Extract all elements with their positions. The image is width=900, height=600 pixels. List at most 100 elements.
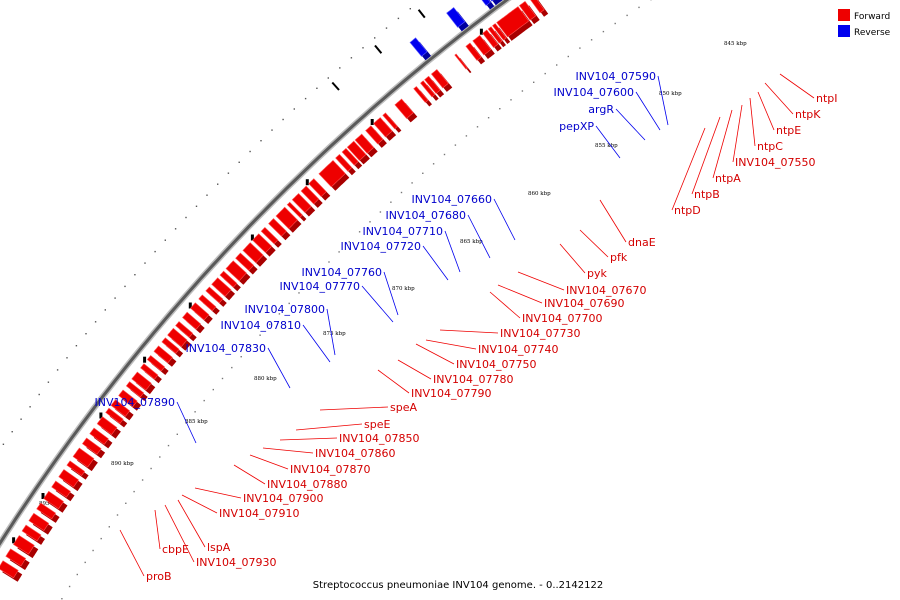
gene-label-inv104_07690[interactable]: INV104_07690 [544, 297, 625, 310]
forward-gene[interactable] [346, 140, 370, 165]
gene-label-inv104_07700[interactable]: INV104_07700 [522, 312, 603, 325]
forward-gene[interactable] [190, 302, 213, 324]
forward-gene[interactable] [0, 560, 23, 582]
forward-gene[interactable] [430, 69, 453, 92]
gene-label-inv104_07710[interactable]: INV104_07710 [363, 225, 444, 238]
gene-label-inv104_07880[interactable]: INV104_07880 [267, 478, 348, 491]
forward-gene[interactable] [36, 502, 60, 523]
gene-label-inv104_07850[interactable]: INV104_07850 [339, 432, 420, 445]
forward-gene[interactable] [105, 407, 128, 428]
forward-gene[interactable] [424, 75, 445, 98]
gene-label-inv104_07870[interactable]: INV104_07870 [290, 463, 371, 476]
gene-label-inv104_07890[interactable]: INV104_07890 [95, 396, 176, 409]
forward-gene[interactable] [146, 355, 169, 376]
gene-label-inv104_07590[interactable]: INV104_07590 [576, 70, 657, 83]
gene-label-inv104_07550[interactable]: INV104_07550 [735, 156, 816, 169]
forward-gene[interactable] [225, 260, 251, 285]
gene-label-spee[interactable]: speE [364, 418, 390, 431]
forward-gene[interactable] [211, 277, 235, 301]
forward-gene[interactable] [175, 321, 197, 342]
gene-label-inv104_07790[interactable]: INV104_07790 [411, 387, 492, 400]
forward-gene[interactable] [131, 371, 156, 395]
forward-gene[interactable] [472, 34, 495, 59]
forward-gene[interactable] [291, 193, 316, 217]
gene-label-lspa[interactable]: lspA [207, 541, 231, 554]
gene-label-spea[interactable]: speA [390, 401, 417, 414]
gene-label-pyk[interactable]: pyk [587, 267, 607, 280]
reverse-gene[interactable] [475, 0, 495, 10]
forward-gene[interactable] [58, 469, 83, 492]
forward-gene[interactable] [242, 242, 268, 267]
forward-gene[interactable] [161, 337, 184, 358]
forward-gene[interactable] [487, 26, 506, 48]
forward-gene[interactable] [235, 252, 258, 275]
forward-gene[interactable] [365, 125, 387, 148]
gene-label-ntpe[interactable]: ntpE [776, 124, 801, 137]
forward-gene[interactable] [260, 226, 282, 248]
forward-gene[interactable] [482, 29, 502, 52]
forward-gene[interactable] [219, 270, 241, 292]
gene-label-pfk[interactable]: pfk [610, 251, 628, 264]
gene-label-argr[interactable]: argR [588, 103, 614, 116]
gene-label-inv104_07750[interactable]: INV104_07750 [456, 358, 537, 371]
forward-gene[interactable] [96, 416, 121, 439]
gene-label-inv104_07810[interactable]: INV104_07810 [221, 319, 302, 332]
reverse-gene[interactable] [446, 7, 469, 32]
gene-label-cbpe[interactable]: cbpE [162, 543, 189, 556]
forward-gene[interactable] [308, 178, 331, 201]
gene-label-inv104_07800[interactable]: INV104_07800 [245, 303, 326, 316]
forward-gene[interactable] [454, 53, 472, 74]
forward-gene[interactable] [66, 460, 89, 480]
gene-label-ntpk[interactable]: ntpK [795, 108, 821, 121]
gene-label-inv104_07900[interactable]: INV104_07900 [243, 492, 324, 505]
forward-gene[interactable] [118, 389, 142, 411]
gene-label-inv104_07910[interactable]: INV104_07910 [219, 507, 300, 520]
gene-label-dnae[interactable]: dnaE [628, 236, 656, 249]
forward-gene[interactable] [153, 345, 177, 367]
gene-label-inv104_07770[interactable]: INV104_07770 [280, 280, 361, 293]
forward-gene[interactable] [110, 399, 134, 421]
forward-gene[interactable] [268, 218, 291, 241]
gene-label-inv104_07930[interactable]: INV104_07930 [196, 556, 277, 569]
forward-gene[interactable] [335, 153, 356, 176]
forward-gene[interactable] [382, 112, 402, 133]
forward-gene[interactable] [51, 480, 75, 502]
gene-label-inv104_07670[interactable]: INV104_07670 [566, 284, 647, 297]
forward-gene[interactable] [275, 206, 302, 233]
gene-label-inv104_07780[interactable]: INV104_07780 [433, 373, 514, 386]
forward-gene[interactable] [373, 117, 397, 141]
forward-gene[interactable] [167, 327, 191, 351]
forward-gene[interactable] [300, 185, 323, 208]
forward-gene[interactable] [252, 233, 276, 257]
gene-label-inv104_07730[interactable]: INV104_07730 [500, 327, 581, 340]
gene-label-inv104_07600[interactable]: INV104_07600 [554, 86, 635, 99]
gene-label-inv104_07720[interactable]: INV104_07720 [341, 240, 422, 253]
gene-label-inv104_07680[interactable]: INV104_07680 [386, 209, 467, 222]
forward-gene[interactable] [496, 6, 533, 41]
forward-gene[interactable] [354, 133, 378, 158]
forward-gene[interactable] [125, 381, 148, 401]
gene-label-inv104_07830[interactable]: INV104_07830 [186, 342, 267, 355]
forward-gene[interactable] [182, 311, 205, 334]
reverse-gene[interactable] [409, 37, 431, 61]
gene-label-ntpi[interactable]: ntpI [816, 92, 838, 105]
forward-gene[interactable] [529, 0, 549, 17]
forward-gene[interactable] [465, 42, 486, 65]
forward-gene[interactable] [205, 286, 227, 307]
forward-gene[interactable] [394, 98, 418, 123]
forward-gene[interactable] [286, 201, 307, 222]
reverse-gene[interactable] [481, 0, 504, 6]
forward-gene[interactable] [81, 437, 106, 459]
forward-gene[interactable] [12, 535, 39, 559]
gene-label-ntpd[interactable]: ntpD [674, 204, 701, 217]
forward-gene[interactable] [43, 490, 68, 513]
forward-gene[interactable] [72, 447, 98, 472]
gene-label-ntpc[interactable]: ntpC [757, 140, 783, 153]
gene-label-inv104_07760[interactable]: INV104_07760 [302, 266, 383, 279]
forward-gene[interactable] [89, 427, 113, 449]
forward-gene[interactable] [21, 524, 45, 545]
forward-gene[interactable] [420, 80, 439, 101]
forward-gene[interactable] [140, 363, 162, 384]
forward-gene[interactable] [492, 23, 511, 44]
forward-gene[interactable] [341, 147, 363, 170]
